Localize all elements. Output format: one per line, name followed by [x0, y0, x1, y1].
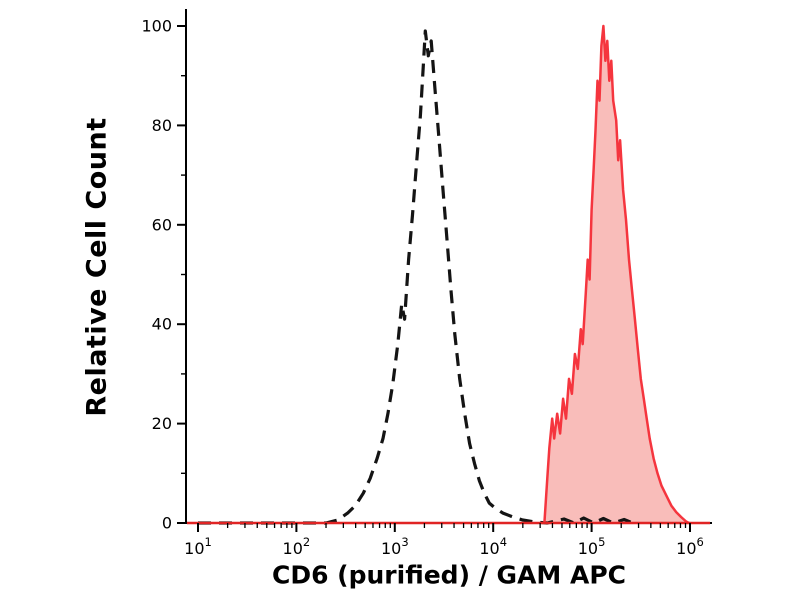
y-tick-label: 40: [152, 315, 172, 334]
x-axis-label: CD6 (purified) / GAM APC: [271, 560, 627, 590]
x-tick-label: 104: [479, 535, 507, 558]
y-tick-label: 80: [152, 116, 172, 135]
x-tick-label: 105: [578, 535, 606, 558]
y-tick-label: 0: [162, 514, 172, 533]
y-tick-label: 60: [152, 215, 172, 234]
y-axis-label: Relative Cell Count: [81, 117, 113, 417]
x-tick-label: 103: [381, 535, 409, 558]
x-tick-label: 102: [283, 535, 311, 558]
series-line-solid: [543, 24, 690, 525]
tick-marks: [177, 25, 691, 532]
y-tick-label: 20: [152, 414, 172, 433]
series-fill-area: [544, 26, 689, 523]
series-fills: [544, 26, 689, 523]
x-tick-label: 101: [184, 535, 212, 558]
tick-labels: 0 20 40 60 80 100 101 102 103 104 105 106: [141, 17, 703, 559]
x-tick-label: 106: [676, 535, 704, 558]
y-tick-label: 100: [141, 17, 172, 36]
